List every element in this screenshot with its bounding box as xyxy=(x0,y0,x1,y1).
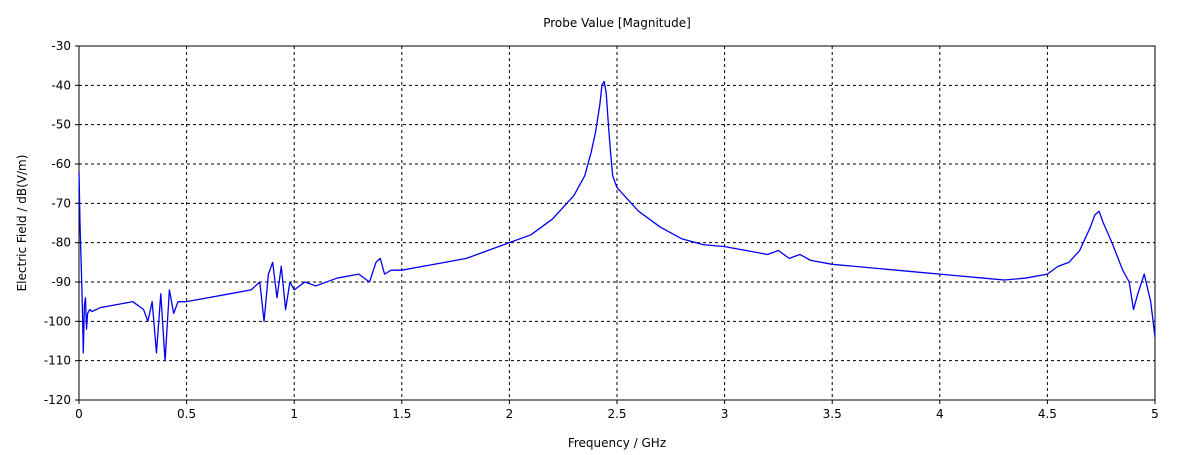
y-tick-label: -50 xyxy=(51,118,71,132)
y-tick-label: -100 xyxy=(44,314,71,328)
x-tick-label: 0 xyxy=(75,407,83,421)
x-axis-title: Frequency / GHz xyxy=(568,436,666,450)
x-tick-label: 4.5 xyxy=(1038,407,1057,421)
y-tick-label: -70 xyxy=(51,196,71,210)
x-tick-label: 3 xyxy=(721,407,729,421)
x-tick-label: 4 xyxy=(936,407,944,421)
series-line-0 xyxy=(78,80,1156,362)
x-tick-label: 0.5 xyxy=(177,407,196,421)
x-axis-ticks: 0 0.5 1 1.5 2 2.5 3 3.5 4 4.5 5 xyxy=(75,400,1159,421)
y-tick-label: -30 xyxy=(51,39,71,53)
y-axis-ticks: -30 -40 -50 -60 -70 -80 -90 -100 -110 -120 xyxy=(44,39,79,407)
y-tick-label: -60 xyxy=(51,157,71,171)
chart-title: Probe Value [Magnitude] xyxy=(543,16,691,30)
x-tick-label: 1 xyxy=(290,407,298,421)
y-axis-title: Electric Field / dB(V/m) xyxy=(15,155,29,292)
grid-layer xyxy=(79,46,1155,400)
y-tick-label: -120 xyxy=(44,393,71,407)
x-tick-label: 2 xyxy=(506,407,514,421)
y-tick-label: -90 xyxy=(51,275,71,289)
x-tick-label: 3.5 xyxy=(823,407,842,421)
y-tick-label: -40 xyxy=(51,78,71,92)
x-tick-label: 5 xyxy=(1151,407,1159,421)
y-tick-label: -110 xyxy=(44,354,71,368)
x-tick-label: 1.5 xyxy=(392,407,411,421)
x-tick-label: 2.5 xyxy=(607,407,626,421)
y-tick-label: -80 xyxy=(51,236,71,250)
series-layer xyxy=(78,80,1156,362)
